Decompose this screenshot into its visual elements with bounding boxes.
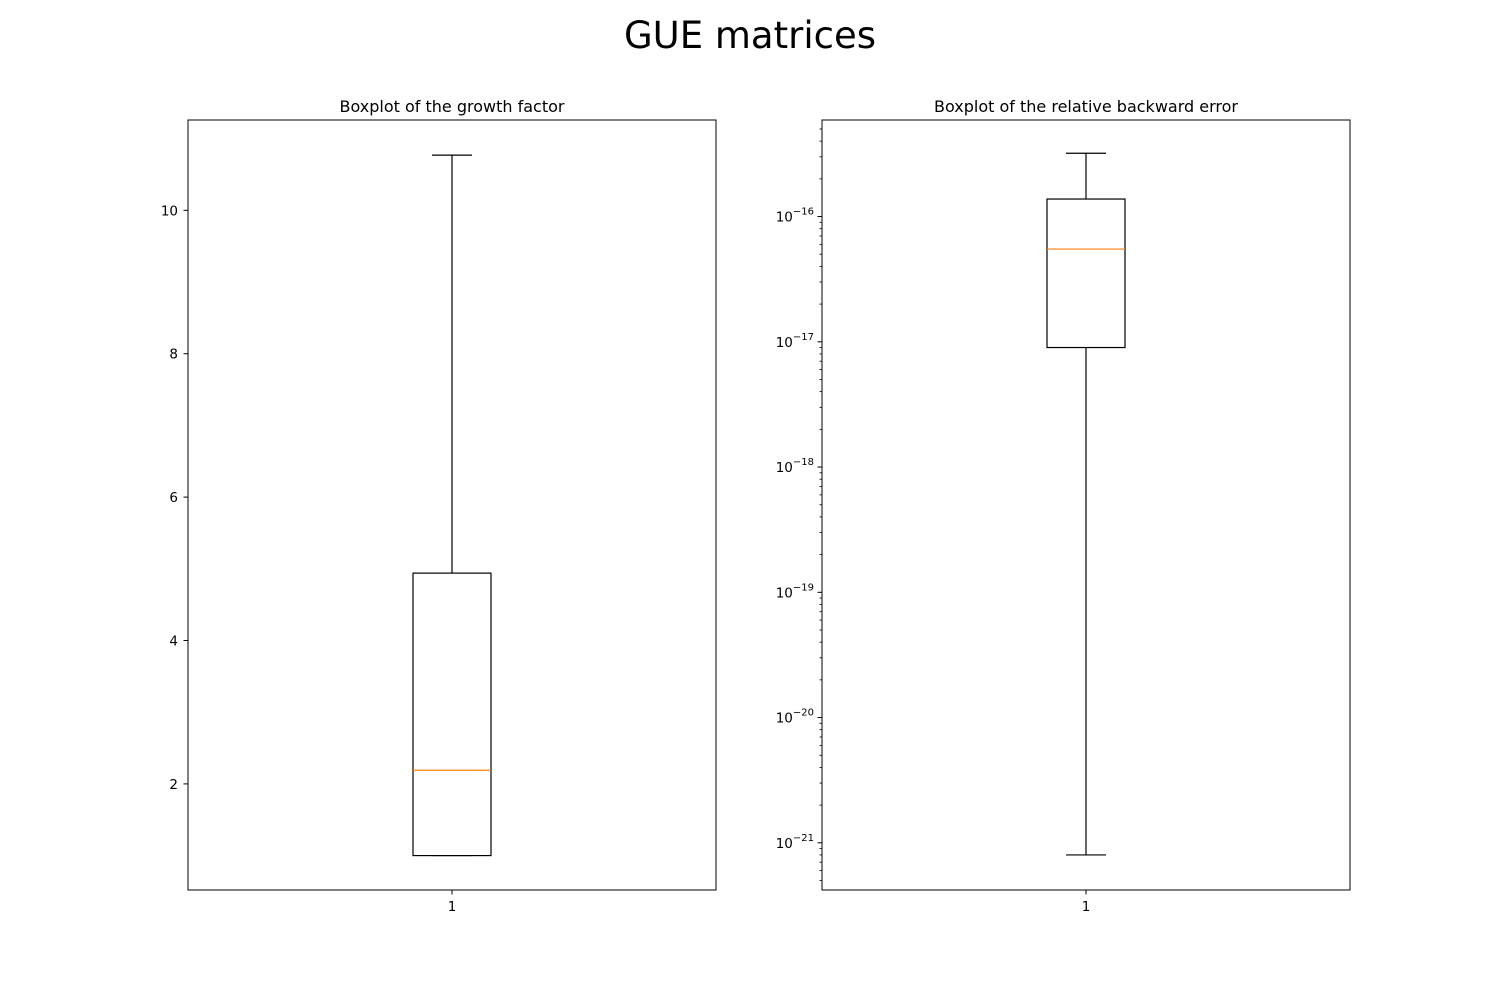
backward-error-y-tick-label-exponent: −21 [793,833,814,844]
figure-title: GUE matrices [624,14,876,57]
backward-error-y-tick-label-base: 10 [776,460,793,476]
backward-error-y-tick-label-exponent: −17 [793,332,814,343]
backward-error-y-tick-label-exponent: −16 [793,207,814,218]
growth-factor-y-tick-label: 2 [169,777,178,793]
backward-error-panel: Boxplot of the relative backward error 1… [776,97,1351,915]
backward-error-y-tick-label-exponent: −19 [793,582,814,593]
backward-error-box [1046,198,1126,349]
backward-error-y-tick-label: 10−16 [776,207,814,226]
growth-factor-y-tick-label: 6 [169,490,178,506]
backward-error-y-tick-label-base: 10 [776,335,793,351]
backward-error-y-tick-label-exponent: −20 [793,708,814,719]
backward-error-y-tick-label-base: 10 [776,711,793,727]
growth-factor-box [412,572,492,857]
backward-error-title: Boxplot of the relative backward error [934,97,1238,116]
backward-error-y-tick-label: 10−20 [776,708,814,727]
growth-factor-y-tick-label: 4 [169,634,178,650]
backward-error-y-tick-label: 10−21 [776,833,814,852]
backward-error-y-tick-label-base: 10 [776,210,793,226]
backward-error-y-tick-label-base: 10 [776,585,793,601]
backward-error-y-tick-label-exponent: −18 [793,457,814,468]
backward-error-y-tick-label: 10−19 [776,582,814,601]
backward-error-x-tick-label: 1 [1082,899,1091,915]
growth-factor-panel: Boxplot of the growth factor 2 4 6 8 10 1 [161,97,717,915]
growth-factor-title: Boxplot of the growth factor [340,97,565,116]
growth-factor-x-tick-label: 1 [448,899,457,915]
growth-factor-y-tick-label: 8 [169,347,178,363]
backward-error-y-tick-label: 10−18 [776,457,814,476]
growth-factor-y-tick-label: 10 [161,203,178,219]
backward-error-y-tick-label: 10−17 [776,332,814,351]
backward-error-y-tick-label-base: 10 [776,836,793,852]
